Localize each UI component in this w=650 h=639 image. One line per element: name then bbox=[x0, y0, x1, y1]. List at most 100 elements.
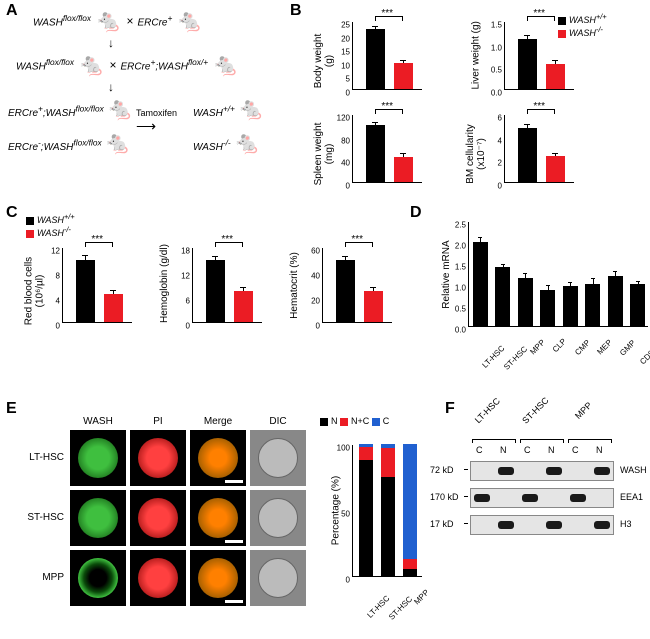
legend-ko-sup: -/- bbox=[596, 25, 603, 34]
panel-d-label: D bbox=[410, 204, 422, 222]
text: flox/flox bbox=[46, 57, 74, 67]
text: + bbox=[168, 13, 173, 23]
y-axis-label: Body weight(g) bbox=[313, 27, 335, 95]
blot-kd-label: 170 kD bbox=[430, 492, 459, 502]
text: WASH bbox=[193, 142, 223, 153]
bar-ko bbox=[234, 291, 254, 322]
text: flox/flox bbox=[76, 104, 104, 114]
blot-row bbox=[470, 488, 614, 508]
bar-ko bbox=[364, 291, 384, 322]
bar-wt bbox=[76, 260, 96, 323]
stacked-segment bbox=[403, 569, 417, 576]
y-tick: 40 bbox=[341, 159, 350, 168]
blot-group-label: MPP bbox=[563, 390, 604, 431]
bar-wt bbox=[366, 125, 386, 182]
blot-row bbox=[470, 515, 614, 535]
significance-marker: *** bbox=[533, 8, 545, 19]
x-tick: CMP bbox=[573, 338, 592, 357]
y-tick: 1.0 bbox=[491, 43, 502, 52]
scale-bar bbox=[225, 600, 243, 603]
y-tick: 60 bbox=[311, 247, 320, 256]
x-tick: CLP bbox=[551, 337, 568, 354]
blot-group-label: LT-HSC bbox=[467, 390, 508, 431]
y-tick: 4 bbox=[498, 136, 502, 145]
x-tick: CD8⁺T bbox=[638, 342, 650, 366]
significance-marker: *** bbox=[221, 234, 233, 245]
y-axis-label: Hemoglobin (g/dl) bbox=[159, 248, 170, 323]
y-tick: 4 bbox=[56, 297, 60, 306]
text: WASH bbox=[193, 108, 223, 119]
blot-band bbox=[594, 467, 610, 475]
y-tick: 0 bbox=[346, 182, 350, 191]
y-tick: 20 bbox=[311, 297, 320, 306]
stacked-segment bbox=[381, 448, 395, 477]
y-tick: 18 bbox=[181, 247, 190, 256]
mouse-icon: 🐁 bbox=[104, 130, 131, 155]
y-tick: 40 bbox=[311, 272, 320, 281]
y-tick: 0 bbox=[186, 322, 190, 331]
tamoxifen-label: Tamoxifen bbox=[136, 108, 177, 118]
blot-kd-label: 72 kD bbox=[430, 465, 454, 475]
mouse-icon: 🐁 bbox=[176, 8, 203, 34]
x-tick: GMP bbox=[618, 338, 637, 357]
mouse-icon: 🐁 bbox=[107, 96, 134, 121]
stacked-segment bbox=[381, 477, 395, 576]
blot-lane-label: C bbox=[524, 445, 531, 455]
text: ;WASH bbox=[43, 108, 76, 119]
mouse-icon: 🐁 bbox=[78, 52, 105, 78]
y-tick: 2 bbox=[498, 159, 502, 168]
cross-icon: × bbox=[109, 58, 116, 72]
bar-ko bbox=[546, 64, 566, 89]
stacked-segment bbox=[359, 447, 373, 460]
stacked-segment bbox=[359, 444, 373, 447]
micrograph bbox=[130, 430, 186, 486]
y-tick: 15 bbox=[341, 48, 350, 57]
stacked-segment bbox=[403, 444, 417, 559]
bar-ko bbox=[394, 157, 414, 183]
bar bbox=[630, 284, 645, 326]
scale-bar bbox=[225, 540, 243, 543]
bar-ko bbox=[546, 156, 566, 182]
panel-a-breeding-scheme: WASH flox/flox 🐁 × ERCre + 🐁 ↓ WASH flox/fl… bbox=[8, 8, 278, 198]
significance-marker: *** bbox=[381, 8, 393, 19]
micrograph bbox=[190, 490, 246, 546]
panel-c-label: C bbox=[6, 204, 18, 222]
panel-b-label: B bbox=[290, 2, 302, 20]
stacked-segment bbox=[359, 460, 373, 576]
bar bbox=[608, 276, 623, 326]
y-tick: 25 bbox=[341, 21, 350, 30]
cross-icon: × bbox=[126, 14, 133, 28]
blot-band bbox=[546, 521, 562, 529]
mouse-icon: 🐁 bbox=[238, 96, 265, 121]
column-label: Merge bbox=[190, 416, 246, 427]
y-tick: 12 bbox=[181, 272, 190, 281]
blot-lane-label: N bbox=[548, 445, 555, 455]
y-axis-label: Relative mRNA bbox=[441, 222, 452, 327]
bar bbox=[473, 242, 488, 326]
y-tick: 0 bbox=[346, 89, 350, 98]
text: ERCre bbox=[8, 142, 38, 153]
y-axis-label: Red blood cells(10⁶/µl) bbox=[23, 253, 45, 328]
mouse-icon: 🐁 bbox=[212, 52, 239, 78]
y-tick: 120 bbox=[337, 114, 350, 123]
legend-ko-sup: -/- bbox=[64, 225, 71, 234]
micrograph bbox=[250, 550, 306, 606]
micrograph bbox=[130, 550, 186, 606]
panel-c-legend: WASH+/+ WASH-/- bbox=[26, 212, 75, 238]
micrograph bbox=[70, 490, 126, 546]
micrograph bbox=[70, 430, 126, 486]
blot-protein-label: EEA1 bbox=[620, 492, 643, 502]
bar bbox=[585, 284, 600, 326]
y-tick: 1.5 bbox=[491, 21, 502, 30]
stacked-segment bbox=[381, 444, 395, 448]
column-label: PI bbox=[130, 416, 186, 427]
text: flox/flox bbox=[73, 138, 101, 148]
mouse-icon: 🐁 bbox=[233, 130, 260, 155]
text: ERCre bbox=[8, 108, 38, 119]
arrow-down-icon: ↓ bbox=[108, 36, 114, 50]
blot-lane-label: N bbox=[500, 445, 507, 455]
bar bbox=[563, 286, 578, 326]
text: +/+ bbox=[223, 104, 235, 114]
text: ERCre bbox=[120, 62, 150, 73]
y-tick: 12 bbox=[51, 247, 60, 256]
